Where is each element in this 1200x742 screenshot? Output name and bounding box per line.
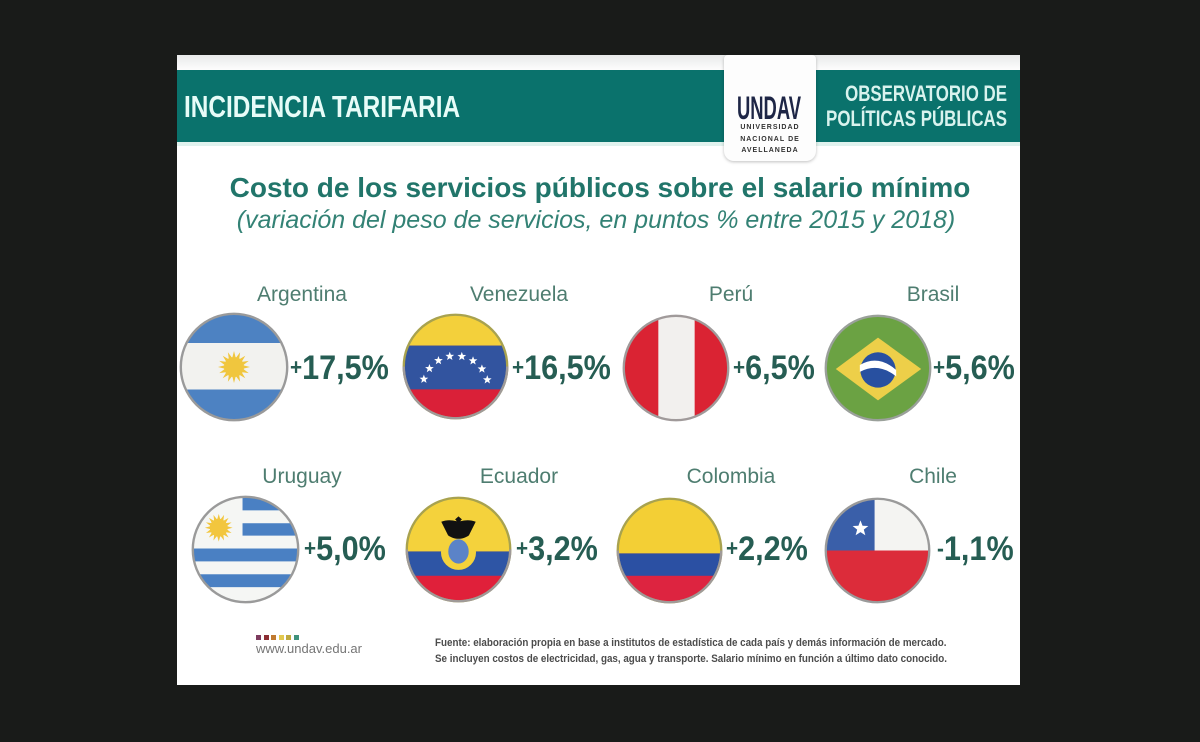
svg-text:UNDAV: UNDAV [737,94,801,122]
